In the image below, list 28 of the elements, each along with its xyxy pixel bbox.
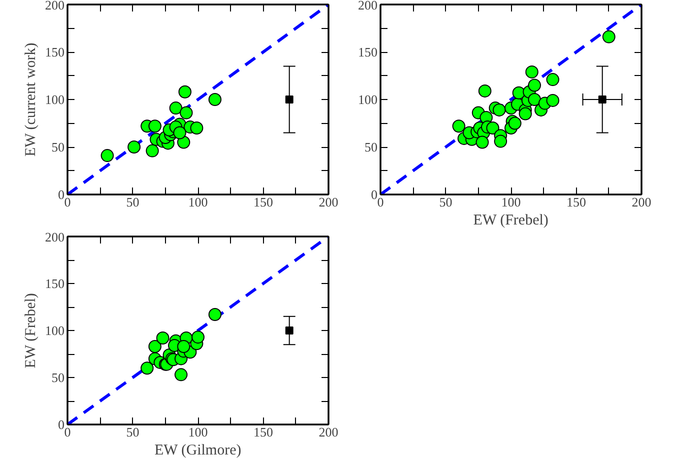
y-tick-label: 200 xyxy=(45,0,64,12)
x-tick-label: 50 xyxy=(126,424,140,440)
y-tick-label: 100 xyxy=(45,323,64,338)
x-tick-label: 150 xyxy=(254,194,273,210)
y-tick-label: 150 xyxy=(358,44,378,60)
x-tick-label: 50 xyxy=(126,194,140,210)
y-axis-title: EW (current work) xyxy=(23,42,39,157)
x-axis-title: EW (Gilmore) xyxy=(154,442,242,458)
x-tick-label: 50 xyxy=(439,194,452,210)
y-tick-label: 150 xyxy=(45,44,64,60)
x-tick-label: 150 xyxy=(566,194,586,210)
y-tick-label: 50 xyxy=(52,370,64,385)
x-tick-label: 150 xyxy=(254,424,273,440)
y-axis-title: EW (Frebel) xyxy=(23,293,39,368)
x-axis-title: EW (Frebel) xyxy=(473,212,548,228)
y-tick-label: 50 xyxy=(364,140,378,154)
x-tick-label: 100 xyxy=(501,194,521,210)
y-tick-label: 50 xyxy=(52,140,64,154)
y-tick-label: 200 xyxy=(45,230,64,244)
y-tick-label: 100 xyxy=(45,92,64,107)
y-tick-label: 150 xyxy=(45,276,64,291)
x-tick-label: 200 xyxy=(632,194,652,210)
x-tick-label: 100 xyxy=(188,194,208,210)
x-tick-label: 100 xyxy=(188,424,208,440)
x-tick-label: 200 xyxy=(318,424,338,440)
x-tick-label: 200 xyxy=(318,194,338,210)
y-tick-label: 200 xyxy=(358,0,378,12)
y-tick-label: 100 xyxy=(358,92,378,107)
